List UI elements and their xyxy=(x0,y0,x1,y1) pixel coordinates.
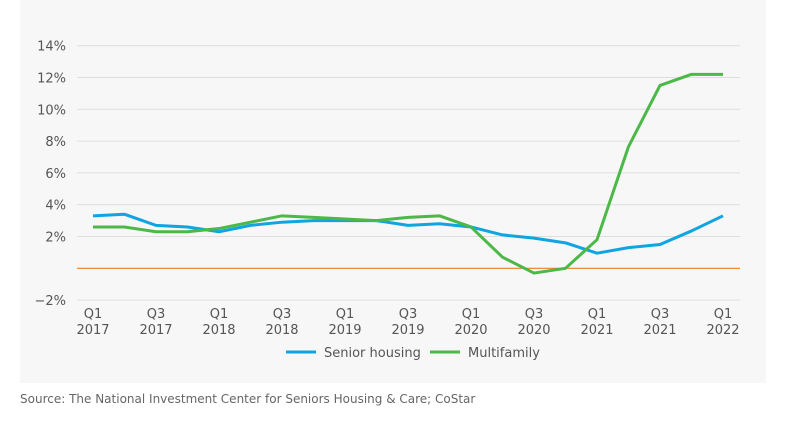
x-tick-label: Q3 2020 xyxy=(517,307,550,338)
y-tick-label: 6% xyxy=(45,167,66,182)
x-tick-label: Q3 2017 xyxy=(139,307,172,338)
legend-label: Senior housing xyxy=(324,346,421,361)
x-tick-label: Q1 2021 xyxy=(580,307,613,338)
series-line-senior-housing xyxy=(92,212,724,255)
chart-panel xyxy=(20,0,766,383)
x-tick-label: Q1 2022 xyxy=(706,307,739,338)
x-tick-label: Q1 2018 xyxy=(202,307,235,338)
y-tick-label: 4% xyxy=(45,199,66,214)
y-tick-label: 10% xyxy=(37,103,66,118)
line-chart: 14% 12% 10% 8% 6% 4% 2% −2% Q1 2017 Q3 2017 Q1 2018 Q3… xyxy=(34,40,740,361)
y-tick-label: 8% xyxy=(45,135,66,150)
series-line-multifamily xyxy=(93,72,723,275)
y-tick-label: −2% xyxy=(34,294,66,309)
source-note: Source: The National Investment Center f… xyxy=(20,392,476,406)
x-tick-label: Q1 2017 xyxy=(76,307,109,338)
x-tick-label: Q3 2021 xyxy=(643,307,676,338)
x-tick-label: Q1 2020 xyxy=(454,307,487,338)
x-tick-label: Q3 2019 xyxy=(391,307,424,338)
x-tick-label: Q3 2018 xyxy=(265,307,298,338)
x-tick-label: Q1 2019 xyxy=(328,307,361,338)
y-tick-label: 2% xyxy=(45,231,66,246)
legend-label: Multifamily xyxy=(468,346,540,361)
y-tick-label: 14% xyxy=(37,40,66,55)
y-tick-label: 12% xyxy=(37,72,66,87)
